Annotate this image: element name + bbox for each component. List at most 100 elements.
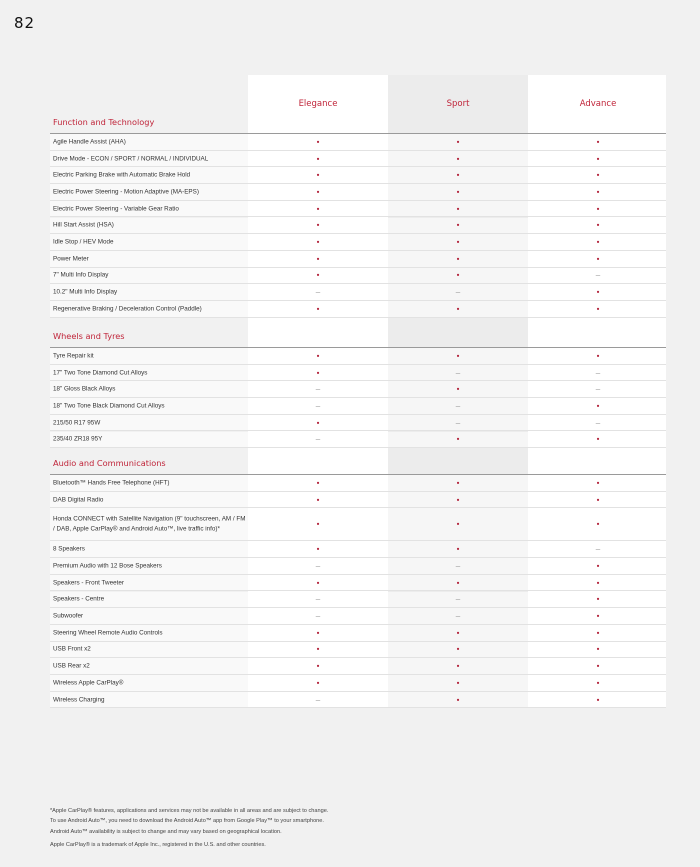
not-available-mark-sport: – [455,368,461,378]
not-available-mark-advance: – [595,544,601,554]
table-row: Electric Power Steering - Variable Gear … [50,200,666,218]
feature-label: Electric Power Steering - Motion Adaptiv… [53,188,199,196]
feature-label: 18" Gloss Black Alloys [53,385,116,393]
standard-mark-elegance: • [316,678,320,688]
standard-mark-elegance: • [316,644,320,654]
standard-mark-elegance: • [316,154,320,164]
feature-label: Speakers - Centre [53,595,105,603]
table-row: USB Rear x2 • • • [50,658,666,675]
not-available-mark-sport: – [455,594,461,604]
table-row: Bluetooth™ Hands Free Telephone (HFT) • • • [50,475,666,492]
section-header: Wheels and Tyres [50,320,666,348]
section-header: Function and Technology [50,75,666,134]
standard-mark-sport: • [456,695,460,705]
not-available-mark-elegance: – [315,434,321,444]
standard-mark-sport: • [456,644,460,654]
not-available-mark-sport: – [455,401,461,411]
column-header-elegance: Elegance [298,99,338,109]
not-available-mark-elegance: – [315,401,321,411]
table-row: Wireless Charging – • • [50,691,666,709]
standard-mark-sport: • [456,204,460,214]
feature-label: Wireless Apple CarPlay® [53,679,124,687]
feature-label: USB Front x2 [53,645,91,653]
standard-mark-elegance: • [316,519,320,529]
table-row: 18" Two Tone Black Diamond Cut Alloys – – • [50,398,666,415]
feature-label: 235/40 ZR18 95Y [53,435,103,443]
standard-mark-advance: • [596,594,600,604]
standard-mark-advance: • [596,495,600,505]
footnote: To use Android Auto™, you need to downlo… [50,818,324,825]
standard-mark-advance: • [596,695,600,705]
not-available-mark-advance: – [595,384,601,394]
not-available-mark-advance: – [595,368,601,378]
standard-mark-elegance: • [316,187,320,197]
feature-label: Premium Audio with 12 Bose Speakers [53,562,162,570]
standard-mark-sport: • [456,351,460,361]
table-row: Wireless Apple CarPlay® • • • [50,675,666,692]
table-row: DAB Digital Radio • • • [50,491,666,509]
standard-mark-advance: • [596,187,600,197]
footnote: Apple CarPlay® is a trademark of Apple I… [50,841,266,848]
feature-label: Speakers - Front Tweeter [53,578,124,586]
not-available-mark-sport: – [455,611,461,621]
feature-label: Subwoofer [53,612,84,620]
standard-mark-advance: • [596,254,600,264]
standard-mark-sport: • [456,237,460,247]
standard-mark-advance: • [596,351,600,361]
table-row: 10.2" Multi Info Display – – • [50,284,666,301]
feature-label: Wireless Charging [53,695,105,703]
footnote: *Apple CarPlay® features, applications a… [50,808,329,814]
standard-mark-elegance: • [316,304,320,314]
table-row: Subwoofer – – • [50,608,666,625]
standard-mark-advance: • [596,434,600,444]
standard-mark-sport: • [456,578,460,588]
standard-mark-sport: • [456,478,460,488]
standard-mark-sport: • [456,384,460,394]
feature-label: Idle Stop / HEV Mode [53,238,114,246]
feature-label: Honda CONNECT with Satellite Navigation … [53,515,246,533]
standard-mark-advance: • [596,661,600,671]
table-row: Hill Start Assist (HSA) • • • [50,217,666,235]
standard-mark-elegance: • [316,270,320,280]
standard-mark-advance: • [596,678,600,688]
feature-label: 215/50 R17 95W [53,418,101,426]
table-row: Regenerative Braking / Deceleration Cont… [50,301,666,318]
standard-mark-sport: • [456,434,460,444]
column-header-sport: Sport [446,99,470,109]
not-available-mark-sport: – [455,561,461,571]
table-row: Speakers - Centre – – • [50,591,666,609]
standard-mark-elegance: • [316,628,320,638]
standard-mark-elegance: • [316,170,320,180]
footnote: Android Auto™ availability is subject to… [50,828,282,835]
not-available-mark-elegance: – [315,287,321,297]
standard-mark-elegance: • [316,137,320,147]
standard-mark-advance: • [596,154,600,164]
table-row: Idle Stop / HEV Mode • • • [50,234,666,251]
standard-mark-advance: • [596,220,600,230]
feature-label: Regenerative Braking / Deceleration Cont… [53,305,202,313]
standard-mark-elegance: • [316,578,320,588]
table-row: Power Meter • • • [50,250,666,268]
standard-mark-sport: • [456,495,460,505]
not-available-mark-sport: – [455,287,461,297]
standard-mark-advance: • [596,578,600,588]
standard-mark-advance: • [596,204,600,214]
standard-mark-elegance: • [316,418,320,428]
feature-label: Steering Wheel Remote Audio Controls [53,628,163,636]
standard-mark-sport: • [456,187,460,197]
standard-mark-elegance: • [316,220,320,230]
standard-mark-sport: • [456,170,460,180]
section-title: Wheels and Tyres [53,331,125,341]
standard-mark-advance: • [596,170,600,180]
standard-mark-advance: • [596,237,600,247]
standard-mark-elegance: • [316,351,320,361]
table-row: USB Front x2 • • • [50,641,666,659]
standard-mark-sport: • [456,304,460,314]
feature-label: Tyre Repair kit [53,352,94,360]
table-row: Speakers - Front Tweeter • • • [50,574,666,592]
standard-mark-advance: • [596,287,600,297]
standard-mark-elegance: • [316,495,320,505]
table-row: Drive Mode - ECON / SPORT / NORMAL / IND… [50,150,666,168]
table-row: 8 Speakers • • – [50,541,666,559]
table-row: 18" Gloss Black Alloys – • – [50,381,666,399]
